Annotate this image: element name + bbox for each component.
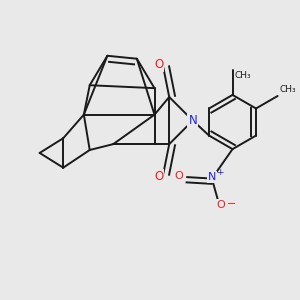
Text: O: O xyxy=(174,171,183,181)
Text: CH₃: CH₃ xyxy=(234,71,250,80)
Text: −: − xyxy=(226,199,236,208)
Text: O: O xyxy=(154,170,164,183)
Text: CH₃: CH₃ xyxy=(279,85,296,94)
Text: O: O xyxy=(216,200,225,210)
Text: O: O xyxy=(154,58,164,71)
Text: N: N xyxy=(188,114,197,127)
Text: N: N xyxy=(208,172,216,182)
Text: +: + xyxy=(216,168,224,177)
